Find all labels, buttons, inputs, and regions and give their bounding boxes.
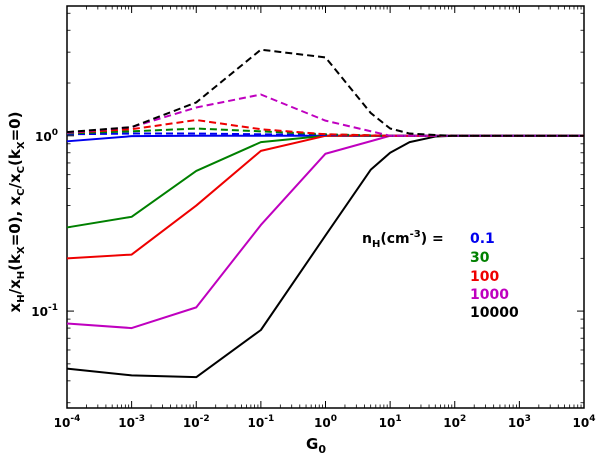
series-layer	[66, 48, 584, 379]
legend-entry-1000: 1000	[470, 287, 509, 303]
plot-frame	[66, 5, 585, 409]
legend-entry-10000: 10000	[470, 305, 519, 321]
x-tick-label: 104	[573, 414, 596, 430]
legend-entry-100: 100	[470, 269, 499, 285]
x-tick-labels: 10-4 10-3 10-2 10-1 100 101 102 103 104	[54, 414, 596, 430]
x-tick-label: 10-2	[183, 414, 210, 430]
x-tick-label: 10-1	[248, 414, 275, 430]
x-axis-label: G0	[306, 435, 326, 456]
x-tick-label: 103	[508, 414, 531, 430]
axis-ticks	[66, 6, 585, 408]
legend-entry-0.1: 0.1	[470, 231, 495, 247]
y-tick-labels: 10-1 100	[31, 128, 58, 319]
y-tick-label: 10-1	[31, 303, 58, 319]
legend-entry-30: 30	[470, 250, 490, 266]
y-tick-label: 100	[35, 128, 58, 144]
x-tick-label: 100	[314, 414, 337, 430]
y-axis-label: xH/xH(kX=0), xC/xC(kX=0)	[6, 112, 27, 313]
series-line-10000-C	[66, 48, 584, 137]
x-tick-label: 10-4	[54, 414, 81, 430]
x-tick-label: 10-3	[118, 414, 145, 430]
legend-title: nH(cm-3) =	[362, 229, 444, 250]
x-tick-label: 101	[379, 414, 402, 430]
x-tick-label: 102	[443, 414, 466, 430]
